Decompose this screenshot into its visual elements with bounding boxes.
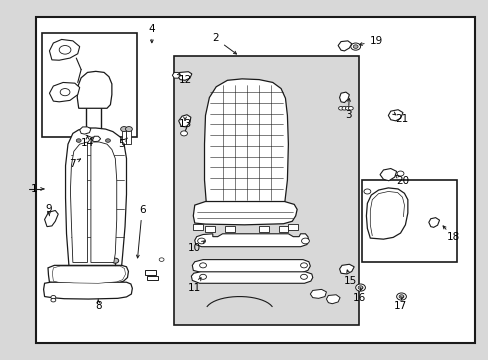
Polygon shape <box>177 72 191 80</box>
Polygon shape <box>122 130 126 144</box>
Polygon shape <box>379 168 396 181</box>
Text: 6: 6 <box>139 206 145 216</box>
Bar <box>361 180 456 262</box>
Polygon shape <box>193 224 203 230</box>
Circle shape <box>125 127 132 132</box>
Circle shape <box>301 238 309 244</box>
Polygon shape <box>43 282 132 299</box>
Polygon shape <box>92 136 101 141</box>
Polygon shape <box>366 188 407 239</box>
Text: 14: 14 <box>81 138 94 148</box>
Text: 15: 15 <box>344 276 357 286</box>
Text: 13: 13 <box>178 120 191 129</box>
Polygon shape <box>278 226 288 232</box>
Polygon shape <box>193 202 297 225</box>
Polygon shape <box>48 265 128 285</box>
Polygon shape <box>224 226 234 232</box>
Text: 21: 21 <box>394 114 407 124</box>
Polygon shape <box>259 226 268 232</box>
Polygon shape <box>192 260 310 273</box>
Polygon shape <box>49 82 80 102</box>
Circle shape <box>338 107 343 110</box>
Text: 2: 2 <box>211 33 218 43</box>
Polygon shape <box>310 289 326 298</box>
Circle shape <box>341 107 346 110</box>
Circle shape <box>51 298 56 302</box>
Text: 9: 9 <box>45 204 52 214</box>
Polygon shape <box>126 130 131 144</box>
Circle shape <box>60 89 70 96</box>
Polygon shape <box>49 40 80 60</box>
Polygon shape <box>339 264 353 274</box>
Circle shape <box>159 258 163 261</box>
Polygon shape <box>204 79 288 205</box>
Circle shape <box>59 45 71 54</box>
Polygon shape <box>194 234 308 247</box>
Polygon shape <box>326 295 339 304</box>
Polygon shape <box>77 71 112 108</box>
Circle shape <box>347 107 352 110</box>
Polygon shape <box>144 270 156 275</box>
Polygon shape <box>205 226 215 232</box>
Text: 4: 4 <box>148 24 155 35</box>
Circle shape <box>91 137 96 140</box>
Circle shape <box>112 258 119 263</box>
Text: 7: 7 <box>69 159 76 169</box>
Circle shape <box>363 189 370 194</box>
Circle shape <box>396 171 403 176</box>
Polygon shape <box>91 142 117 262</box>
Text: 5: 5 <box>118 139 124 149</box>
Text: 1: 1 <box>30 184 37 194</box>
Bar <box>42 33 137 137</box>
Circle shape <box>76 139 81 142</box>
Circle shape <box>350 43 360 50</box>
Polygon shape <box>70 142 87 262</box>
Text: 3: 3 <box>345 111 351 121</box>
Polygon shape <box>288 224 298 230</box>
Polygon shape <box>147 276 158 280</box>
Circle shape <box>396 293 406 300</box>
Polygon shape <box>191 272 312 283</box>
Circle shape <box>199 263 206 268</box>
Circle shape <box>199 274 206 279</box>
Polygon shape <box>65 128 126 266</box>
Text: 17: 17 <box>393 301 407 311</box>
Circle shape <box>345 107 349 110</box>
Circle shape <box>300 274 307 279</box>
Polygon shape <box>339 92 348 103</box>
Circle shape <box>355 284 365 291</box>
Polygon shape <box>337 41 351 51</box>
Text: 8: 8 <box>95 301 102 311</box>
Bar <box>173 56 358 325</box>
Text: 20: 20 <box>396 176 408 186</box>
Circle shape <box>121 127 127 132</box>
Circle shape <box>398 295 403 298</box>
Text: 18: 18 <box>446 232 459 242</box>
Text: 11: 11 <box>188 283 201 293</box>
Text: 19: 19 <box>369 36 382 46</box>
Circle shape <box>105 139 110 142</box>
Circle shape <box>357 286 362 289</box>
Text: 10: 10 <box>188 243 201 253</box>
Polygon shape <box>52 266 125 283</box>
Text: 16: 16 <box>352 293 365 303</box>
Polygon shape <box>44 211 58 226</box>
Circle shape <box>197 238 205 244</box>
Text: 12: 12 <box>178 75 191 85</box>
Polygon shape <box>80 127 91 134</box>
Polygon shape <box>172 72 180 78</box>
Polygon shape <box>428 218 439 227</box>
Circle shape <box>51 296 56 299</box>
Polygon shape <box>387 110 402 121</box>
Circle shape <box>352 45 357 48</box>
Polygon shape <box>178 115 190 127</box>
Circle shape <box>180 131 187 136</box>
Circle shape <box>300 263 307 268</box>
